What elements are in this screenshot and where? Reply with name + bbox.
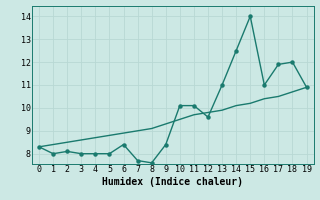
X-axis label: Humidex (Indice chaleur): Humidex (Indice chaleur) (102, 177, 243, 187)
